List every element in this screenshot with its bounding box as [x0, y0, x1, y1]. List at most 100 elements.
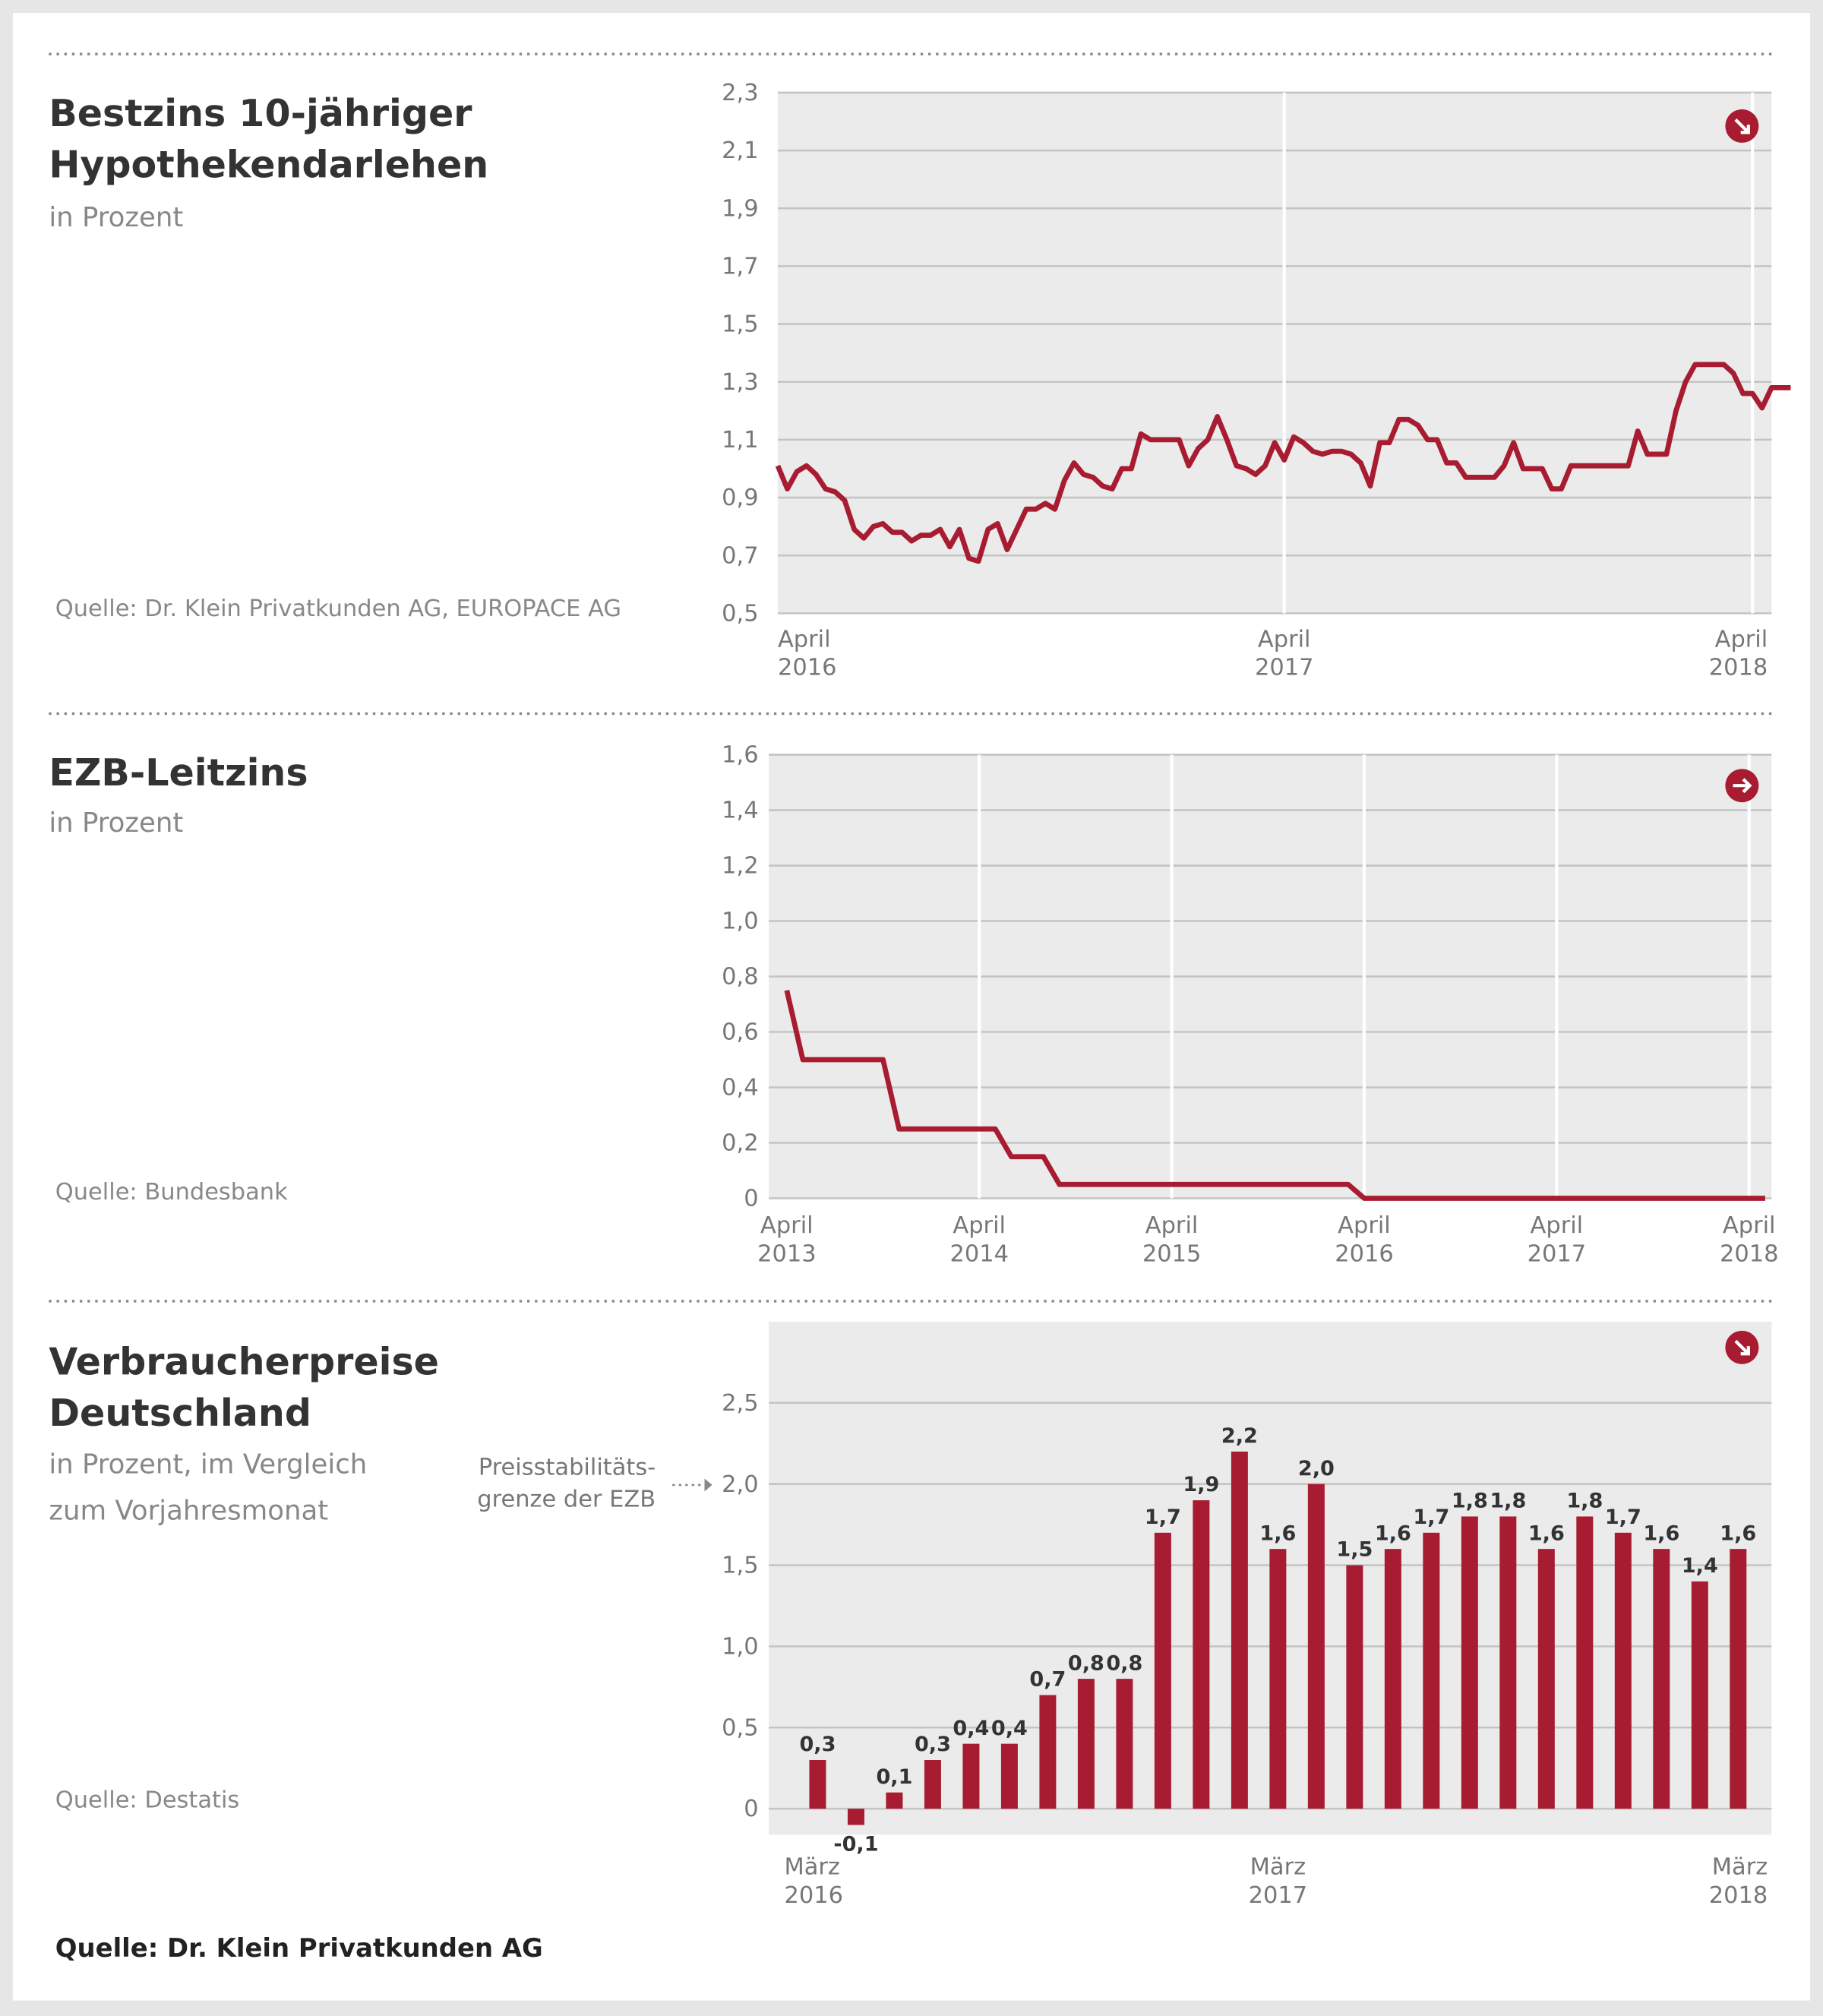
bar	[1614, 1532, 1632, 1809]
source: Quelle: Dr. Klein Privatkunden AG, EUROP…	[55, 596, 621, 622]
link-icon	[1725, 769, 1759, 803]
chart-title: EZB-Leitzins	[49, 750, 308, 795]
value-label: 1,8	[1490, 1490, 1526, 1513]
link-arrow	[1734, 118, 1750, 134]
annotation-arrowhead	[704, 1478, 712, 1492]
bar	[1653, 1549, 1670, 1809]
bar	[1576, 1516, 1594, 1809]
link-arrow	[1733, 778, 1752, 794]
x-tick-label: April 2018	[1720, 1212, 1779, 1267]
x-tick-label: April 2017	[1528, 1212, 1587, 1267]
y-tick-label: 0,7	[722, 542, 758, 569]
y-tick-label: 1,6	[722, 742, 758, 769]
value-label: -0,1	[833, 1832, 878, 1856]
y-tick-label: 1,3	[722, 369, 758, 396]
bar	[886, 1792, 903, 1809]
value-label: 2,2	[1221, 1424, 1258, 1448]
link-icon	[1725, 1330, 1759, 1364]
line-series	[784, 990, 1765, 1201]
x-tick-label: April 2014	[949, 1212, 1009, 1267]
y-tick-label: 1,5	[722, 1553, 758, 1579]
bar	[1499, 1516, 1517, 1809]
bar	[1116, 1679, 1133, 1809]
separators	[49, 52, 1772, 1303]
bar	[1461, 1516, 1478, 1809]
value-label: 0,8	[1068, 1651, 1104, 1675]
bar	[1269, 1549, 1287, 1809]
value-label: 1,6	[1375, 1521, 1411, 1545]
x-tick-label: April 2015	[1142, 1212, 1202, 1267]
value-label: 0,7	[1029, 1668, 1066, 1692]
chart-title: Verbraucherpreise Deutschland	[49, 1339, 439, 1435]
annotation: Preisstabilitäts-grenze der EZB	[477, 1454, 656, 1512]
value-label: 1,7	[1145, 1506, 1181, 1529]
bar	[1730, 1549, 1747, 1809]
bar	[1000, 1743, 1018, 1809]
value-label: 0,4	[991, 1717, 1028, 1740]
bar	[1307, 1484, 1325, 1809]
y-tick-label: 1,5	[722, 311, 758, 338]
value-label: 0,4	[953, 1717, 989, 1740]
bar	[1193, 1500, 1210, 1809]
chart-title: Bestzins 10-jähriger Hypothekendarlehen	[49, 91, 488, 187]
value-label: 1,8	[1566, 1490, 1603, 1513]
value-label: 1,6	[1720, 1521, 1756, 1545]
y-tick-label: 1,1	[722, 427, 758, 453]
bar	[1039, 1695, 1057, 1809]
source: Quelle: Destatis	[55, 1787, 240, 1814]
value-label: 1,6	[1643, 1521, 1679, 1545]
value-label: 0,3	[915, 1733, 951, 1756]
bar	[809, 1759, 826, 1809]
y-tick-label: 1,0	[722, 908, 758, 935]
y-tick-label: 2,0	[722, 1471, 758, 1498]
x-tick-label: April 2016	[778, 626, 837, 681]
bar	[1346, 1565, 1363, 1809]
value-label: 1,6	[1528, 1521, 1565, 1545]
y-tick-label: 2,3	[722, 80, 758, 106]
value-label: 1,7	[1605, 1506, 1641, 1529]
x-tick-label: April 2017	[1255, 626, 1314, 681]
bar	[1077, 1679, 1095, 1809]
y-tick-label: 0,6	[722, 1019, 758, 1046]
value-label: 1,6	[1259, 1521, 1296, 1545]
bar	[1691, 1581, 1708, 1809]
x-tick-label: April 2013	[757, 1212, 817, 1267]
y-tick-label: 0,2	[722, 1130, 758, 1157]
bar	[847, 1809, 864, 1825]
y-tick-label: 1,9	[722, 195, 758, 222]
footer: Quelle: Dr. Klein Privatkunden AG	[55, 1933, 543, 1963]
y-tick-label: 0,5	[722, 1714, 758, 1741]
y-tick-label: 0	[744, 1186, 758, 1212]
y-tick-label: 2,1	[722, 137, 758, 164]
x-tick-label: März 2016	[784, 1854, 843, 1909]
chart-subtitle: in Prozent, im Vergleich zum Vorjahresmon…	[49, 1449, 367, 1527]
x-tick-label: März 2018	[1709, 1854, 1768, 1909]
y-tick-label: 1,2	[722, 853, 758, 880]
source: Quelle: Bundesbank	[55, 1179, 288, 1205]
y-tick-label: 0,8	[722, 964, 758, 991]
x-tick-label: März 2017	[1249, 1854, 1308, 1909]
value-label: 0,1	[876, 1765, 912, 1789]
value-label: 1,5	[1336, 1538, 1373, 1562]
value-label: 0,3	[799, 1733, 836, 1756]
y-tick-label: 2,5	[722, 1390, 758, 1417]
chart-subtitle: in Prozent	[49, 202, 183, 233]
value-label: 1,9	[1183, 1473, 1219, 1496]
bar	[1384, 1549, 1401, 1809]
y-tick-label: 0,4	[722, 1075, 758, 1101]
bar	[1537, 1549, 1555, 1809]
y-tick-label: 0,9	[722, 485, 758, 511]
bar	[1231, 1451, 1248, 1809]
bar	[1154, 1532, 1171, 1809]
bar	[924, 1759, 941, 1809]
value-label: 1,4	[1682, 1554, 1718, 1578]
x-tick-label: April 2016	[1335, 1212, 1394, 1267]
y-tick-label: 1,0	[722, 1634, 758, 1661]
link-arrow	[1734, 1339, 1750, 1356]
bar	[1423, 1532, 1440, 1809]
plot-area	[777, 92, 1772, 614]
y-tick-label: 1,7	[722, 254, 758, 280]
value-label: 2,0	[1298, 1457, 1335, 1480]
value-label: 1,7	[1413, 1506, 1449, 1529]
